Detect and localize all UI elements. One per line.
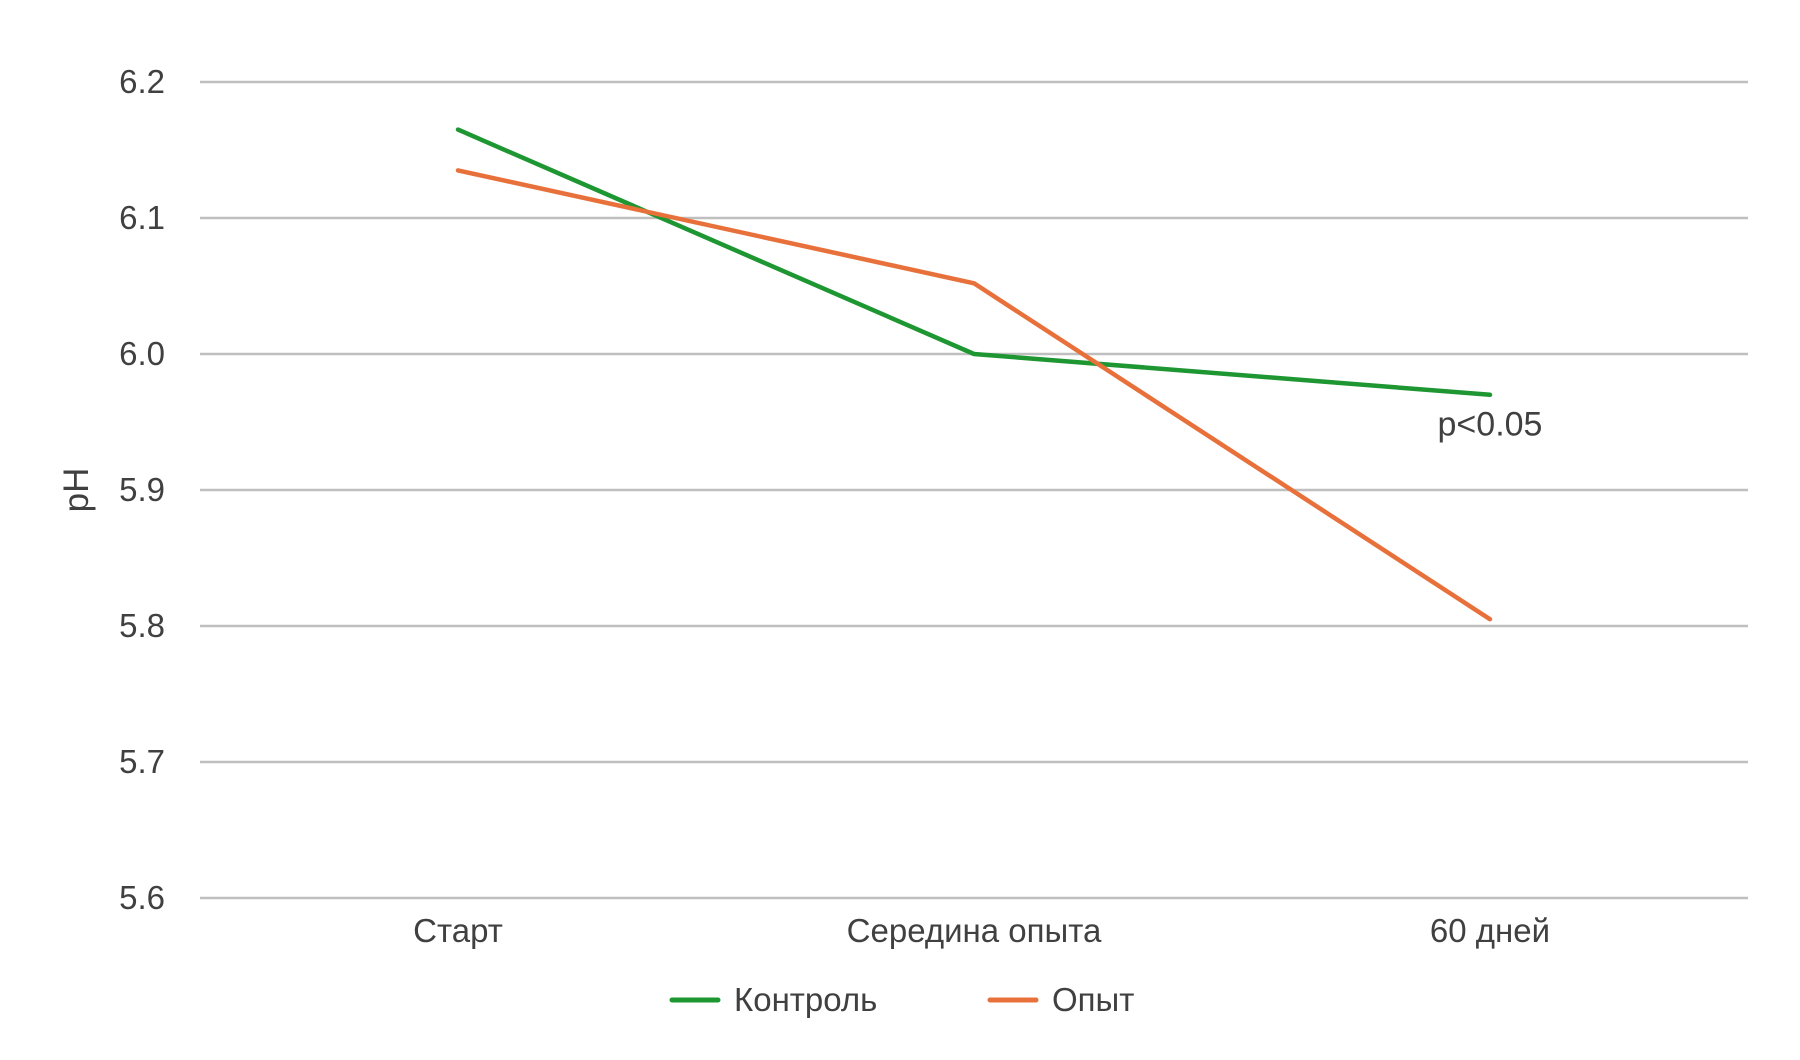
y-tick-label: 5.7 <box>119 743 165 780</box>
y-tick-label: 6.0 <box>119 335 165 372</box>
x-axis-ticks: Старт Середина опыта 60 дней <box>413 912 1550 949</box>
y-axis-label: pH <box>57 468 96 513</box>
gridlines <box>200 80 1748 900</box>
series-line-1 <box>455 127 1493 398</box>
y-tick-label: 5.6 <box>119 879 165 916</box>
x-tick-label: Старт <box>413 912 503 949</box>
legend-label: Контроль <box>734 981 877 1018</box>
series-lines <box>455 127 1493 622</box>
annotations: p<0.05 <box>1438 406 1543 444</box>
legend: Контроль Опыт <box>669 981 1134 1018</box>
y-tick-label: 5.9 <box>119 471 165 508</box>
legend-label: Опыт <box>1052 981 1134 1018</box>
y-tick-label: 5.8 <box>119 607 165 644</box>
x-tick-label: Середина опыта <box>847 912 1102 949</box>
y-tick-label: 6.1 <box>119 199 165 236</box>
series-line-2 <box>455 168 1493 622</box>
y-tick-label: 6.2 <box>119 63 165 100</box>
x-tick-label: 60 дней <box>1430 912 1550 949</box>
significance-annotation: p<0.05 <box>1438 406 1543 444</box>
y-axis-ticks: 5.6 5.7 5.8 5.9 6.0 6.1 6.2 <box>119 63 165 916</box>
